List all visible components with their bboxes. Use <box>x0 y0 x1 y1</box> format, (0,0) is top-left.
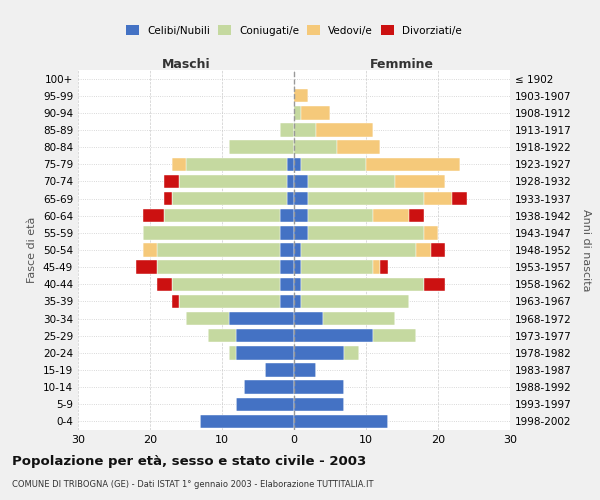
Y-axis label: Fasce di età: Fasce di età <box>28 217 37 283</box>
Bar <box>157 244 280 256</box>
Bar <box>280 226 294 239</box>
Bar <box>316 124 373 136</box>
Bar <box>136 260 157 274</box>
Text: Popolazione per età, sesso e stato civile - 2003: Popolazione per età, sesso e stato civil… <box>12 455 366 468</box>
Bar <box>229 140 294 154</box>
Bar <box>366 158 460 171</box>
Bar <box>294 364 316 376</box>
Bar <box>409 209 424 222</box>
Bar <box>308 226 424 239</box>
Bar <box>280 209 294 222</box>
Bar <box>172 158 186 171</box>
Bar <box>172 294 179 308</box>
Bar <box>186 312 229 326</box>
Bar <box>143 226 280 239</box>
Bar <box>308 174 395 188</box>
Bar <box>200 414 294 428</box>
Bar <box>294 89 308 102</box>
Bar <box>143 244 157 256</box>
Bar <box>208 329 236 342</box>
Bar <box>308 209 373 222</box>
Bar <box>294 106 301 120</box>
Bar <box>294 124 316 136</box>
Bar <box>280 244 294 256</box>
Bar <box>424 192 452 205</box>
Bar <box>280 294 294 308</box>
Bar <box>294 209 308 222</box>
Bar <box>294 278 301 291</box>
Bar <box>431 244 445 256</box>
Bar <box>157 278 172 291</box>
Y-axis label: Anni di nascita: Anni di nascita <box>581 209 591 291</box>
Bar <box>294 158 301 171</box>
Bar <box>294 346 344 360</box>
Bar <box>236 346 294 360</box>
Bar <box>186 158 287 171</box>
Text: Femmine: Femmine <box>370 58 434 71</box>
Bar <box>294 312 323 326</box>
Bar <box>294 380 344 394</box>
Bar <box>344 346 359 360</box>
Bar <box>380 260 388 274</box>
Text: Maschi: Maschi <box>161 58 211 71</box>
Bar <box>236 329 294 342</box>
Bar <box>308 192 424 205</box>
Bar <box>373 260 380 274</box>
Bar <box>157 260 280 274</box>
Bar <box>416 244 431 256</box>
Bar <box>294 244 301 256</box>
Bar <box>294 260 301 274</box>
Bar <box>395 174 445 188</box>
Bar <box>294 294 301 308</box>
Bar <box>337 140 380 154</box>
Legend: Celibi/Nubili, Coniugati/e, Vedovi/e, Divorziati/e: Celibi/Nubili, Coniugati/e, Vedovi/e, Di… <box>122 21 466 40</box>
Bar <box>294 192 308 205</box>
Bar <box>143 209 164 222</box>
Bar <box>294 174 308 188</box>
Bar <box>179 294 280 308</box>
Bar <box>287 174 294 188</box>
Bar <box>452 192 467 205</box>
Bar <box>164 209 280 222</box>
Bar <box>287 158 294 171</box>
Bar <box>280 278 294 291</box>
Bar <box>164 174 179 188</box>
Bar <box>373 329 416 342</box>
Bar <box>287 192 294 205</box>
Bar <box>301 244 416 256</box>
Bar <box>294 398 344 411</box>
Bar <box>294 226 308 239</box>
Bar <box>172 278 280 291</box>
Text: COMUNE DI TRIBOGNA (GE) - Dati ISTAT 1° gennaio 2003 - Elaborazione TUTTITALIA.I: COMUNE DI TRIBOGNA (GE) - Dati ISTAT 1° … <box>12 480 373 489</box>
Bar <box>301 294 409 308</box>
Bar <box>294 414 388 428</box>
Bar <box>294 140 337 154</box>
Bar <box>179 174 287 188</box>
Bar <box>164 192 172 205</box>
Bar <box>424 278 445 291</box>
Bar <box>244 380 294 394</box>
Bar <box>265 364 294 376</box>
Bar <box>280 124 294 136</box>
Bar <box>301 158 366 171</box>
Bar <box>323 312 395 326</box>
Bar <box>301 278 424 291</box>
Bar <box>172 192 287 205</box>
Bar <box>424 226 438 239</box>
Bar <box>373 209 409 222</box>
Bar <box>301 260 373 274</box>
Bar <box>280 260 294 274</box>
Bar <box>229 312 294 326</box>
Bar <box>301 106 330 120</box>
Bar <box>294 329 373 342</box>
Bar <box>229 346 236 360</box>
Bar <box>236 398 294 411</box>
